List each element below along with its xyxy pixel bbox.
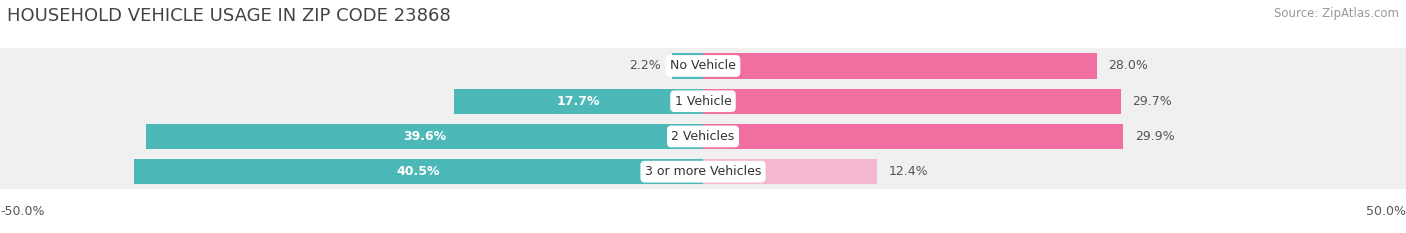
Text: 28.0%: 28.0% [1108, 59, 1147, 72]
Bar [0, 84, 1406, 119]
Text: Source: ZipAtlas.com: Source: ZipAtlas.com [1274, 7, 1399, 20]
Text: 29.9%: 29.9% [1135, 130, 1174, 143]
Bar [0, 48, 1406, 84]
Bar [703, 89, 1121, 114]
Text: 40.5%: 40.5% [396, 165, 440, 178]
Text: 12.4%: 12.4% [889, 165, 928, 178]
Bar [703, 159, 877, 184]
Text: 1 Vehicle: 1 Vehicle [675, 95, 731, 108]
Text: No Vehicle: No Vehicle [671, 59, 735, 72]
Bar [672, 53, 703, 79]
Bar [134, 159, 703, 184]
Text: 17.7%: 17.7% [557, 95, 600, 108]
Bar [0, 154, 1406, 189]
Text: 2.2%: 2.2% [628, 59, 661, 72]
Text: HOUSEHOLD VEHICLE USAGE IN ZIP CODE 23868: HOUSEHOLD VEHICLE USAGE IN ZIP CODE 2386… [7, 7, 451, 25]
Text: 29.7%: 29.7% [1132, 95, 1171, 108]
Text: -50.0%: -50.0% [0, 205, 45, 218]
Text: 3 or more Vehicles: 3 or more Vehicles [645, 165, 761, 178]
Bar [703, 124, 1123, 149]
Bar [703, 53, 1097, 79]
Text: 2 Vehicles: 2 Vehicles [672, 130, 734, 143]
Text: 39.6%: 39.6% [404, 130, 446, 143]
Text: 50.0%: 50.0% [1367, 205, 1406, 218]
Bar [0, 119, 1406, 154]
Bar [146, 124, 703, 149]
Bar [454, 89, 703, 114]
